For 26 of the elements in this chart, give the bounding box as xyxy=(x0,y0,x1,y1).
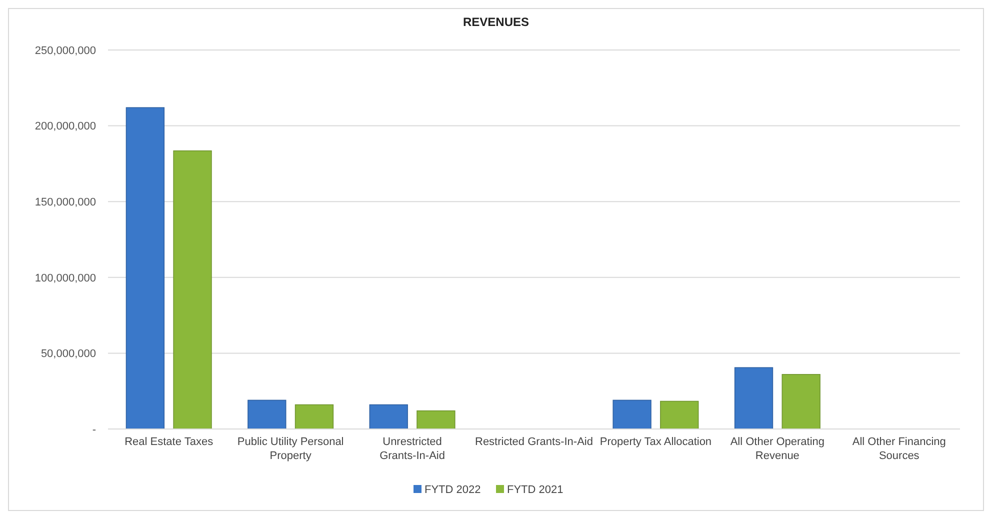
y-tick-label: 100,000,000 xyxy=(34,272,96,284)
legend-label: FYTD 2021 xyxy=(507,484,564,496)
y-tick-label: 150,000,000 xyxy=(34,196,96,208)
y-tick-label: 200,000,000 xyxy=(34,120,96,133)
bar xyxy=(294,404,334,430)
x-tick-label: Real Estate Taxes xyxy=(124,436,214,448)
bar xyxy=(369,404,408,430)
x-tick-label: All Other Operating Revenue xyxy=(730,436,825,462)
bar xyxy=(248,400,286,430)
bar xyxy=(126,107,165,430)
bar xyxy=(612,400,652,430)
y-tick-label: 50,000,000 xyxy=(40,348,96,360)
bar xyxy=(734,367,774,430)
x-tick-label: All Other Financing Sources xyxy=(852,436,946,462)
bar xyxy=(173,150,212,430)
y-tick-label: 250,000,000 xyxy=(34,44,96,57)
x-tick-label: Public Utility Personal Property xyxy=(237,436,344,462)
bar xyxy=(416,410,456,430)
bar xyxy=(782,374,820,430)
x-tick-label: Property Tax Allocation xyxy=(600,436,712,448)
chart-title: REVENUES xyxy=(462,15,530,29)
y-tick-label: - xyxy=(92,424,96,436)
legend-label: FYTD 2022 xyxy=(424,484,481,496)
bar xyxy=(660,400,699,430)
x-tick-label: Unrestricted Grants-In-Aid xyxy=(380,436,445,462)
x-tick-label: Restricted Grants-In-Aid xyxy=(475,436,593,448)
